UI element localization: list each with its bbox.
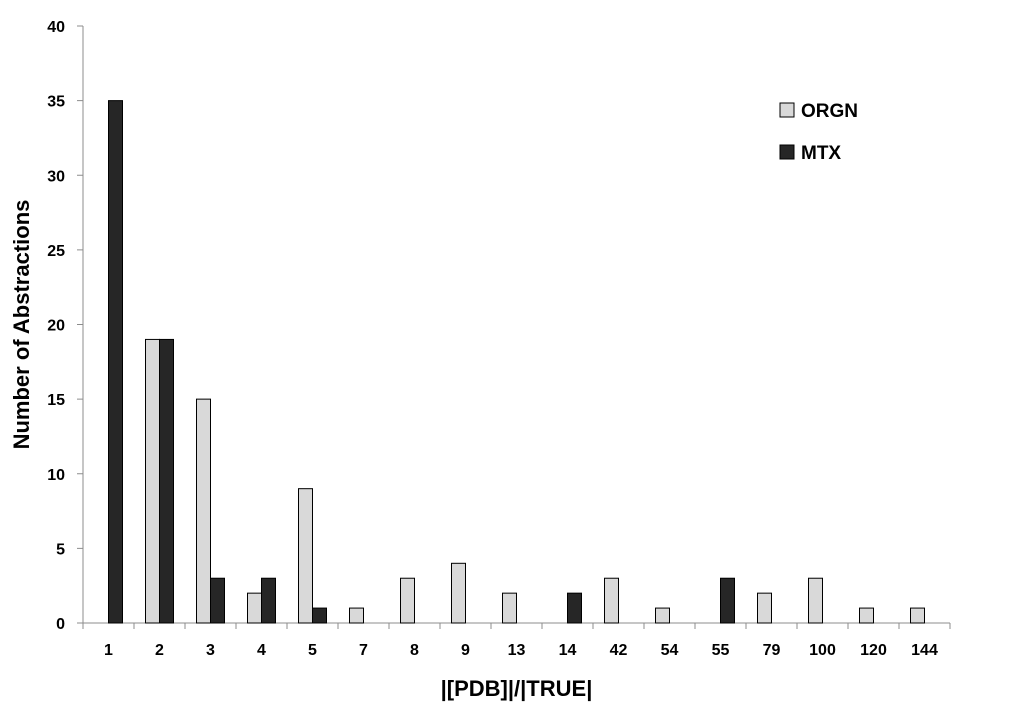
- y-tick-label: 40: [47, 19, 65, 36]
- x-tick-label: 55: [712, 642, 730, 659]
- y-axis-title: Number of Abstractions: [9, 200, 34, 450]
- legend: ORGN MTX: [779, 101, 858, 164]
- bar-orgn-79: [757, 592, 772, 624]
- bar-orgn-7: [349, 607, 364, 624]
- bar-mtx-5: [312, 607, 327, 624]
- x-tick-label: 4: [257, 642, 266, 659]
- x-tick-label: 100: [809, 642, 836, 659]
- y-tick-label: 25: [47, 243, 65, 260]
- x-tick-label: 120: [860, 642, 887, 659]
- bar-mtx-2: [159, 338, 174, 624]
- y-tick-label: 15: [47, 392, 65, 409]
- legend-label-orgn: ORGN: [801, 101, 858, 122]
- legend-swatch-mtx: [779, 144, 795, 160]
- x-tick-label: 13: [508, 642, 526, 659]
- x-tick-label: 5: [308, 642, 317, 659]
- y-tick-label: 0: [56, 616, 65, 633]
- legend-swatch-orgn: [779, 102, 795, 118]
- bar-orgn-2: [145, 338, 160, 624]
- x-tick-label: 54: [661, 642, 679, 659]
- bar-mtx-1: [108, 100, 123, 624]
- x-tick-label: 144: [911, 642, 938, 659]
- y-tick-label: 20: [47, 318, 65, 335]
- y-tick-label: 10: [47, 467, 65, 484]
- x-tick-label: 9: [461, 642, 470, 659]
- bar-orgn-9: [451, 562, 466, 624]
- bar-orgn-8: [400, 577, 415, 624]
- bar-orgn-100: [808, 577, 823, 624]
- bar-mtx-55: [720, 577, 735, 624]
- bar-orgn-13: [502, 592, 517, 624]
- bar-orgn-144: [910, 607, 925, 624]
- y-tick-label: 5: [56, 541, 65, 558]
- bar-orgn-4: [247, 592, 262, 624]
- bar-orgn-42: [604, 577, 619, 624]
- y-tick-label: 35: [47, 94, 65, 111]
- bar-orgn-5: [298, 488, 313, 624]
- x-tick-label: 79: [763, 642, 781, 659]
- bar-orgn-120: [859, 607, 874, 624]
- x-tick-label: 2: [155, 642, 164, 659]
- x-tick-label: 7: [359, 642, 368, 659]
- x-tick-label: 42: [610, 642, 628, 659]
- x-tick-label: 8: [410, 642, 419, 659]
- legend-label-mtx: MTX: [801, 143, 841, 164]
- bar-mtx-3: [210, 577, 225, 624]
- bars: [108, 100, 925, 624]
- bar-orgn-3: [196, 398, 211, 624]
- x-axis: 1 2 3 4 5 7 8 9 13 14 42 54 55 79 100 120 144: [82, 622, 951, 659]
- bar-mtx-14: [567, 592, 582, 624]
- bar-mtx-4: [261, 577, 276, 624]
- y-axis: 0 5 10 15 20 25 30 35 40: [47, 19, 84, 633]
- x-tick-label: 14: [559, 642, 577, 659]
- bar-orgn-54: [655, 607, 670, 624]
- x-tick-label: 1: [104, 642, 113, 659]
- y-tick-label: 30: [47, 168, 65, 185]
- x-tick-label: 3: [206, 642, 215, 659]
- x-axis-title: |[PDB]|/|TRUE|: [441, 676, 593, 701]
